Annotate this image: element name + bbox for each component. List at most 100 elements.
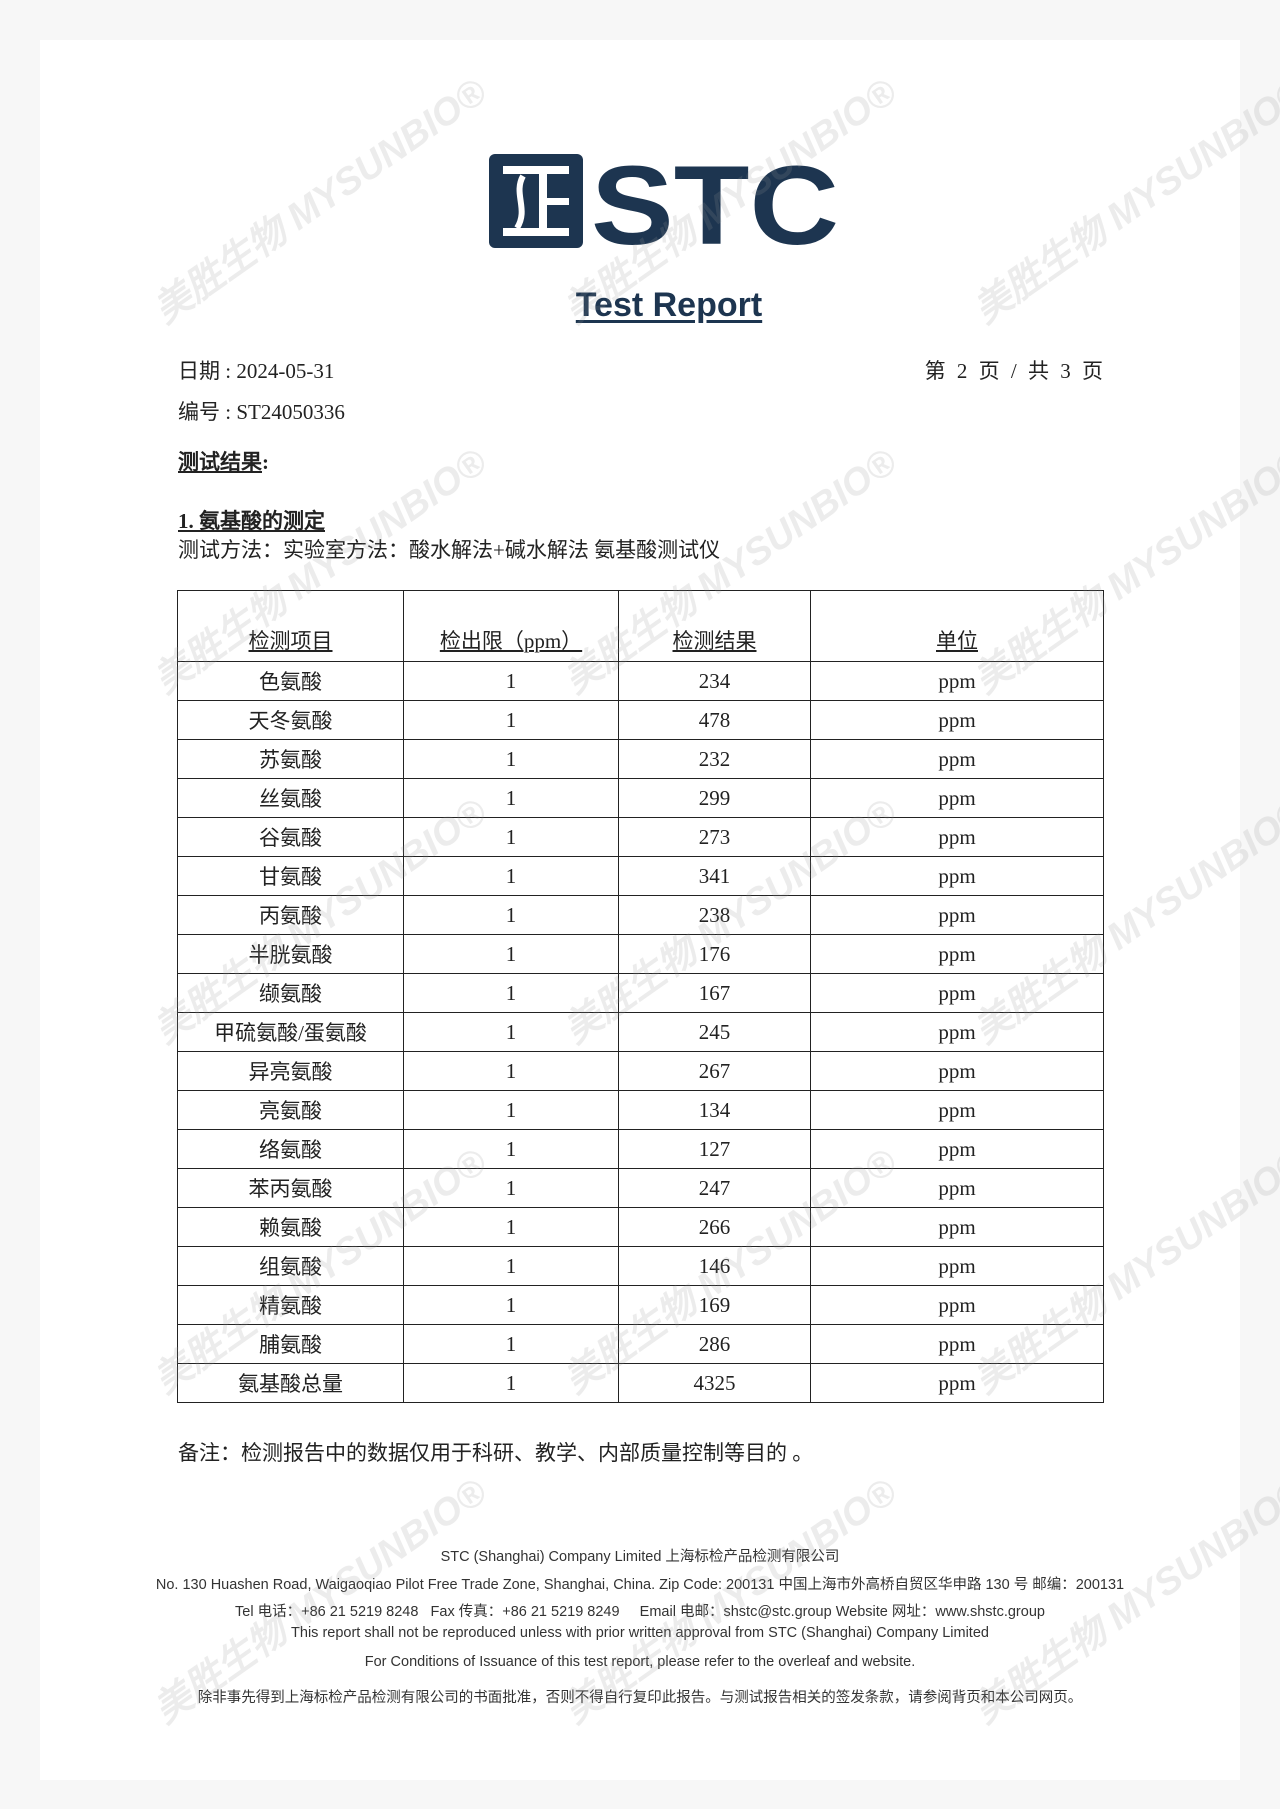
item-name: 苯丙氨酸 (177, 1168, 404, 1208)
result-value: 134 (618, 1090, 811, 1130)
detection-limit: 1 (403, 1168, 619, 1208)
unit: ppm (810, 661, 1104, 701)
unit: ppm (810, 895, 1104, 935)
result-value: 169 (618, 1285, 811, 1325)
title-text: Test Report (575, 286, 763, 324)
footer-contact: Tel 电话：+86 21 5219 8248 Fax 传真：+86 21 52… (235, 1604, 1045, 1620)
table-row: 络氨酸 1 127 ppm (177, 1129, 1104, 1169)
detection-limit: 1 (403, 1090, 619, 1130)
footer-address: No. 130 Huashen Road, Waigaoqiao Pilot F… (155, 1577, 1125, 1593)
unit: ppm (810, 1207, 1104, 1247)
unit: ppm (810, 1246, 1104, 1286)
item-name: 甘氨酸 (177, 856, 404, 896)
item-name: 丙氨酸 (177, 895, 404, 935)
unit: ppm (810, 1012, 1104, 1052)
remark: 备注：检测报告中的数据仅用于科研、教学、内部质量控制等目的 。 (178, 1441, 814, 1465)
table-row: 精氨酸 1 169 ppm (177, 1285, 1104, 1325)
result-value: 266 (618, 1207, 811, 1247)
detection-limit: 1 (403, 1129, 619, 1169)
item-name: 苏氨酸 (177, 739, 404, 779)
section-heading-colon: : (262, 450, 269, 474)
result-value: 299 (618, 778, 811, 818)
section-heading-text: 测试结果 (178, 450, 262, 474)
detection-limit: 1 (403, 778, 619, 818)
item-name: 异亮氨酸 (177, 1051, 404, 1091)
table-row: 天冬氨酸 1 478 ppm (177, 700, 1104, 740)
table-row: 甘氨酸 1 341 ppm (177, 856, 1104, 896)
table-row: 氨基酸总量 1 4325 ppm (177, 1363, 1104, 1403)
unit: ppm (810, 1285, 1104, 1325)
unit: ppm (810, 1129, 1104, 1169)
footer-company: STC (Shanghai) Company Limited 上海标检产品检测有… (440, 1549, 840, 1565)
result-value: 127 (618, 1129, 811, 1169)
detection-limit: 1 (403, 856, 619, 896)
svg-text:STC: STC (591, 154, 839, 248)
detection-limit: 1 (403, 739, 619, 779)
detection-limit: 1 (403, 817, 619, 857)
item-name: 谷氨酸 (177, 817, 404, 857)
unit: ppm (810, 739, 1104, 779)
result-value: 238 (618, 895, 811, 935)
unit: ppm (810, 856, 1104, 896)
table-row: 色氨酸 1 234 ppm (177, 661, 1104, 701)
detection-limit: 1 (403, 1207, 619, 1247)
page-indicator: 第 2 页 / 共 3 页 (924, 359, 1106, 383)
unit: ppm (810, 934, 1104, 974)
item-name: 色氨酸 (177, 661, 404, 701)
column-header-label: 检测项目 (248, 629, 333, 653)
result-value: 273 (618, 817, 811, 857)
unit: ppm (810, 1168, 1104, 1208)
detection-limit: 1 (403, 1012, 619, 1052)
result-value: 245 (618, 1012, 811, 1052)
item-name: 组氨酸 (177, 1246, 404, 1286)
table-row: 甲硫氨酸/蛋氨酸 1 245 ppm (177, 1012, 1104, 1052)
item-name: 甲硫氨酸/蛋氨酸 (177, 1012, 404, 1052)
result-value: 478 (618, 700, 811, 740)
detection-limit: 1 (403, 1051, 619, 1091)
detection-limit: 1 (403, 1363, 619, 1403)
detection-limit: 1 (403, 1324, 619, 1364)
table-header-row: 检测项目 检出限（ppm） 检测结果 单位 (177, 590, 1104, 662)
column-header: 检测结果 (618, 590, 811, 662)
result-value: 341 (618, 856, 811, 896)
table-row: 亮氨酸 1 134 ppm (177, 1090, 1104, 1130)
item-name: 天冬氨酸 (177, 700, 404, 740)
table-row: 谷氨酸 1 273 ppm (177, 817, 1104, 857)
page-title: Test Report (0, 286, 1280, 325)
test-method: 测试方法：实验室方法：酸水解法+碱水解法 氨基酸测试仪 (178, 538, 721, 562)
table-row: 缬氨酸 1 167 ppm (177, 973, 1104, 1013)
report-number: 编号 : ST24050336 (178, 400, 345, 424)
detection-limit: 1 (403, 895, 619, 935)
unit: ppm (810, 1324, 1104, 1364)
table-row: 苯丙氨酸 1 247 ppm (177, 1168, 1104, 1208)
table-row: 脯氨酸 1 286 ppm (177, 1324, 1104, 1364)
item-name: 丝氨酸 (177, 778, 404, 818)
item-name: 缬氨酸 (177, 973, 404, 1013)
item-name: 精氨酸 (177, 1285, 404, 1325)
table-row: 组氨酸 1 146 ppm (177, 1246, 1104, 1286)
item-name: 脯氨酸 (177, 1324, 404, 1364)
column-header-label: 检出限（ppm） (439, 629, 583, 653)
table-row: 苏氨酸 1 232 ppm (177, 739, 1104, 779)
table-row: 丙氨酸 1 238 ppm (177, 895, 1104, 935)
table-row: 丝氨酸 1 299 ppm (177, 778, 1104, 818)
unit: ppm (810, 1051, 1104, 1091)
detection-limit: 1 (403, 1285, 619, 1325)
result-value: 286 (618, 1324, 811, 1364)
result-value: 234 (618, 661, 811, 701)
subheading: 1. 氨基酸的测定 (178, 509, 325, 533)
detection-limit: 1 (403, 973, 619, 1013)
column-header: 单位 (810, 590, 1104, 662)
result-value: 146 (618, 1246, 811, 1286)
item-name: 赖氨酸 (177, 1207, 404, 1247)
table-row: 异亮氨酸 1 267 ppm (177, 1051, 1104, 1091)
result-value: 4325 (618, 1363, 811, 1403)
report-date: 日期 : 2024-05-31 (178, 359, 335, 383)
column-header-label: 单位 (936, 629, 978, 653)
column-header-label: 检测结果 (672, 629, 757, 653)
result-value: 232 (618, 739, 811, 779)
results-table: 检测项目 检出限（ppm） 检测结果 单位 色氨酸 1 234 ppm 天冬氨酸 1 478 ppm… (177, 590, 1104, 1403)
unit: ppm (810, 1090, 1104, 1130)
result-value: 167 (618, 973, 811, 1013)
unit: ppm (810, 700, 1104, 740)
